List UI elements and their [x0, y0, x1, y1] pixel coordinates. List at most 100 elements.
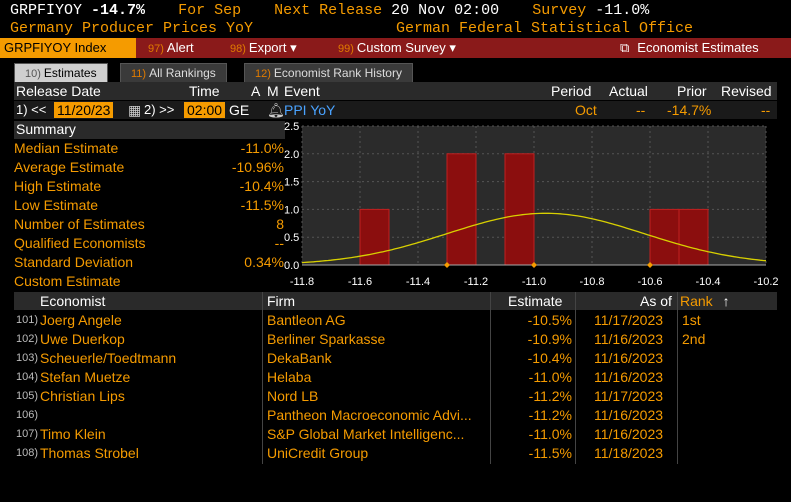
firm-name: DekaBank: [267, 350, 332, 366]
summary-label: Number of Estimates: [14, 216, 145, 232]
table-row[interactable]: 102) Uwe Duerkop Berliner Sparkasse -10.9% 1…: [14, 330, 777, 349]
summary-title: Summary: [16, 121, 76, 137]
source: German Federal Statistical Office: [396, 20, 694, 37]
economist-estimates-button[interactable]: ⧉ Economist Estimates: [620, 40, 759, 55]
custom-survey-button[interactable]: 99) Custom Survey ▾: [338, 40, 456, 55]
date-field[interactable]: 11/20/23: [54, 101, 114, 119]
actual-value: --: [636, 102, 646, 118]
x-tick-label: -11.0: [522, 276, 546, 288]
rank-value: 2nd: [682, 331, 706, 347]
as-of-date: 11/16/2023: [594, 426, 664, 442]
export-button[interactable]: 98) Export ▾: [230, 40, 297, 55]
firm-name: Nord LB: [267, 388, 319, 404]
index-label[interactable]: GRPFIYOY Index: [0, 38, 136, 58]
prev-button[interactable]: 1) <<: [16, 102, 47, 117]
as-of-date: 11/16/2023: [594, 407, 664, 423]
estimate-value: -11.2%: [528, 388, 572, 404]
x-tick-label: -11.6: [348, 276, 372, 288]
economist-name: Uwe Duerkop: [40, 331, 125, 347]
histogram-bar: [678, 208, 709, 266]
header-line: GRPFIYOY -14.7% For Sep Next Release 20 …: [10, 2, 649, 19]
y-tick-label: 1.0: [284, 204, 299, 216]
summary-header: [14, 121, 285, 139]
col-economist[interactable]: Economist: [40, 293, 106, 309]
col-estimate[interactable]: Estimate: [508, 293, 563, 309]
summary-label: Average Estimate: [14, 159, 125, 175]
table-row[interactable]: 103) Scheuerle/Toedtmann DekaBank -10.4% 11/…: [14, 349, 777, 368]
summary-value: -11.5%: [240, 197, 284, 213]
summary-value: -10.4%: [239, 178, 284, 194]
time-field[interactable]: 02:00: [184, 101, 226, 119]
economist-name: Scheuerle/Toedtmann: [40, 350, 177, 366]
table-row[interactable]: 101) Joerg Angele Bantleon AG -10.5% 11/17/2…: [14, 311, 777, 330]
next-release-label: Next Release: [274, 2, 383, 19]
survey-label: Survey: [532, 2, 587, 19]
summary-label: Custom Estimate: [14, 273, 121, 289]
col-m: M: [267, 83, 279, 99]
row-number: 107): [16, 428, 39, 440]
summary-value: -10.96%: [231, 159, 284, 175]
x-tick-label: -11.2: [464, 276, 488, 288]
histogram-bar: [504, 153, 535, 266]
estimate-marker: [444, 262, 450, 268]
next-button[interactable]: 2) >>: [144, 102, 175, 117]
firm-name: Berliner Sparkasse: [267, 331, 386, 347]
change-value: -14.7%: [91, 2, 146, 19]
summary-label: Qualified Economists: [14, 235, 146, 251]
economist-name: Thomas Strobel: [40, 445, 139, 461]
normal-curve: [301, 212, 767, 264]
estimates-histogram: 0.0 0.5 1.0 1.5 2.0 2.5 -11.8 -11.6 -11.4 -11.2 -1…: [284, 121, 779, 288]
summary-value: 8: [276, 216, 284, 232]
y-tick-label: 0.5: [284, 232, 299, 244]
divider: [677, 292, 678, 464]
ticker: GRPFIYOY: [10, 2, 83, 19]
col-a: A: [251, 83, 261, 99]
row-number: 102): [16, 333, 39, 345]
col-prior: Prior: [677, 83, 707, 99]
firm-name: UniCredit Group: [267, 445, 369, 461]
col-as-of[interactable]: As of: [640, 293, 672, 309]
row-number: 108): [16, 447, 39, 459]
calendar-icon[interactable]: ▦: [128, 102, 142, 118]
row-number: 104): [16, 371, 39, 383]
estimate-value: -11.2%: [528, 407, 572, 423]
for-period: For Sep: [178, 2, 242, 19]
sort-up-icon: ↑: [722, 293, 730, 309]
col-rank[interactable]: Rank ↑: [680, 293, 730, 309]
economist-name: Joerg Angele: [40, 312, 122, 328]
divider: [490, 292, 491, 464]
firm-name: Pantheon Macroeconomic Advi...: [267, 407, 472, 423]
row-number: 106): [16, 409, 39, 421]
row-number: 101): [16, 314, 39, 326]
col-time: Time: [189, 83, 220, 99]
survey-value: -11.0%: [595, 2, 650, 19]
firm-name: Helaba: [267, 369, 312, 385]
economist-name: Stefan Muetze: [40, 369, 131, 385]
table-row[interactable]: 105) Christian Lips Nord LB -11.2% 11/17/202…: [14, 387, 777, 406]
tab-estimates[interactable]: 10) Estimates: [14, 63, 108, 82]
table-row[interactable]: 108) Thomas Strobel UniCredit Group -11.5% 1…: [14, 444, 777, 463]
y-tick-label: 2.5: [284, 121, 299, 133]
x-tick-label: -10.6: [637, 276, 662, 288]
summary-value: -11.0%: [240, 140, 284, 156]
tab-all-rankings[interactable]: 11) All Rankings: [120, 63, 227, 82]
summary-label: Standard Deviation: [14, 254, 134, 270]
bell-icon[interactable]: 🔔︎: [267, 102, 285, 118]
estimate-value: -10.5%: [527, 312, 572, 328]
table-row[interactable]: 106) Pantheon Macroeconomic Advi... -11.2%…: [14, 406, 777, 425]
economist-name: Christian Lips: [40, 388, 125, 404]
summary-value: --: [274, 235, 284, 251]
toolbar: [0, 38, 791, 58]
economist-table-header: [14, 292, 777, 310]
description: Germany Producer Prices YoY: [10, 20, 254, 37]
table-row[interactable]: 107) Timo Klein S&P Global Market Intellig…: [14, 425, 777, 444]
alert-button[interactable]: 97) Alert: [148, 40, 194, 55]
event-name[interactable]: PPI YoY: [284, 102, 336, 118]
x-tick-label: -10.4: [695, 276, 720, 288]
col-firm[interactable]: Firm: [267, 293, 295, 309]
estimate-value: -11.0%: [528, 426, 572, 442]
table-row[interactable]: 104) Stefan Muetze Helaba -11.0% 11/16/2023: [14, 368, 777, 387]
histogram-bar: [359, 208, 390, 266]
tab-economist-rank-history[interactable]: 12) Economist Rank History: [244, 63, 413, 82]
summary-label: Low Estimate: [14, 197, 99, 213]
